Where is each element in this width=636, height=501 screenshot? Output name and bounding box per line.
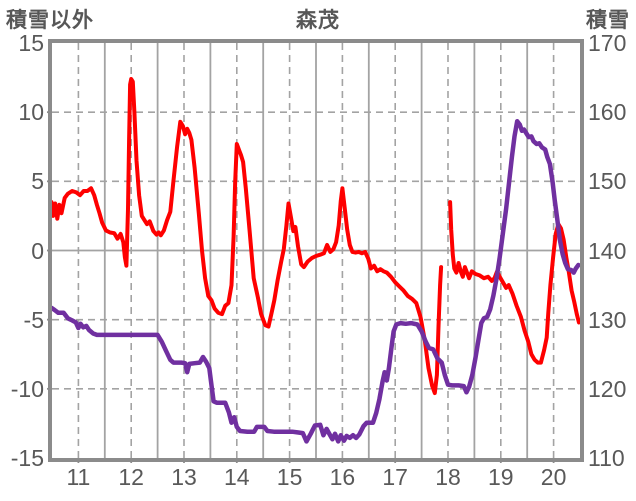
right-axis-tick-label: 170 [588, 30, 627, 56]
x-axis-tick-label: 20 [540, 464, 567, 490]
left-axis-title: 積雪以外 [6, 9, 94, 32]
x-axis-tick-label: 19 [488, 464, 514, 490]
chart-title: 森茂 [296, 9, 340, 32]
left-axis-tick-label: 0 [31, 237, 44, 264]
right-axis-tick-label: 130 [588, 306, 627, 333]
x-axis-tick-label: 16 [329, 464, 356, 490]
plot-frame [48, 39, 584, 462]
left-axis-tick-label: -5 [23, 306, 44, 333]
right-axis-title: 積雪 [586, 9, 630, 32]
right-axis-tick-label: 110 [588, 445, 625, 471]
series-line-snow-depth-purple [49, 118, 581, 444]
left-axis-tick-label: -15 [10, 445, 44, 471]
x-axis-tick-label: 11 [66, 464, 91, 490]
right-axis-tick-label: 160 [588, 99, 627, 126]
left-axis-tick-label: 5 [31, 168, 44, 195]
x-axis-tick-label: 17 [382, 464, 408, 490]
right-axis-tick-label: 120 [588, 375, 627, 402]
x-axis-tick-label: 13 [171, 464, 197, 490]
x-axis-tick-label: 14 [224, 464, 250, 490]
left-axis-tick-label: 10 [18, 99, 44, 126]
right-axis-tick-label: 140 [588, 237, 627, 264]
left-axis-tick-label: -10 [10, 375, 44, 402]
x-axis-tick-label: 15 [276, 464, 303, 490]
left-axis-tick-label: 15 [18, 30, 44, 56]
x-axis-tick-label: 18 [435, 464, 461, 490]
x-axis-tick-label: 12 [118, 464, 144, 490]
series-line-temperature-red [49, 77, 444, 395]
right-axis-tick-label: 150 [588, 168, 627, 195]
